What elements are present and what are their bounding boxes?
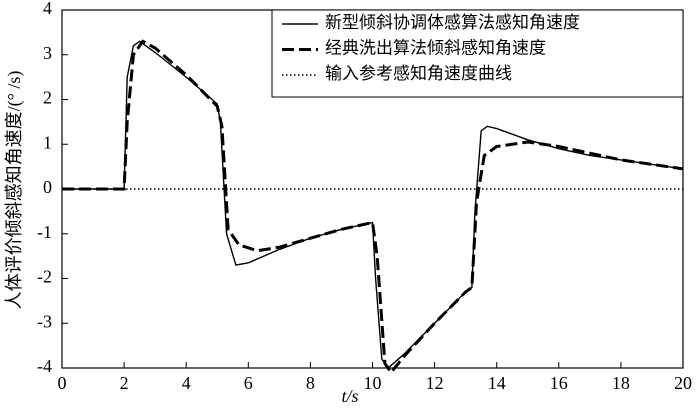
x-tick-label: 6 bbox=[244, 373, 253, 393]
series-line bbox=[62, 39, 684, 375]
y-tick-label: 0 bbox=[43, 177, 52, 197]
y-tick-label: 4 bbox=[43, 0, 52, 18]
legend-label: 输入参考感知角速度曲线 bbox=[325, 64, 512, 83]
x-tick-label: 12 bbox=[426, 373, 444, 393]
y-tick-label: -2 bbox=[37, 267, 52, 287]
legend-label: 经典洗出算法倾斜感知角速度 bbox=[325, 38, 546, 57]
x-tick-label: 18 bbox=[612, 373, 630, 393]
x-tick-label: 16 bbox=[550, 373, 568, 393]
y-axis-label: 人体评价倾斜感知角速度/(° /s) bbox=[4, 71, 25, 310]
x-tick-label: 4 bbox=[182, 373, 191, 393]
x-tick-label: 20 bbox=[674, 373, 692, 393]
x-tick-label: 10 bbox=[364, 373, 382, 393]
x-tick-label: 14 bbox=[488, 373, 506, 393]
x-axis-label: t/s bbox=[341, 386, 358, 406]
x-tick-label: 8 bbox=[306, 373, 315, 393]
x-tick-label: 2 bbox=[120, 373, 129, 393]
legend-label: 新型倾斜协调体感算法感知角速度 bbox=[325, 13, 580, 32]
y-tick-label: -1 bbox=[37, 222, 52, 242]
x-tick-label: 0 bbox=[58, 373, 67, 393]
series-line bbox=[62, 40, 684, 370]
legend-box bbox=[271, 9, 684, 98]
y-tick-label: 1 bbox=[43, 132, 52, 152]
y-tick-label: -3 bbox=[37, 311, 52, 331]
y-tick-label: 3 bbox=[43, 43, 52, 63]
y-tick-label: -4 bbox=[37, 356, 52, 376]
y-tick-label: 2 bbox=[43, 88, 52, 108]
